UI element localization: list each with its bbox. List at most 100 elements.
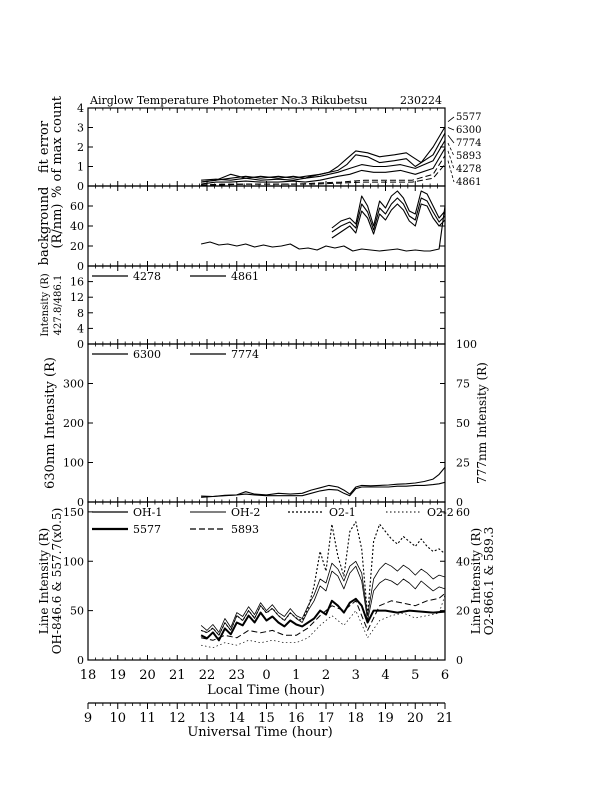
right-side-label: 5893 — [456, 151, 481, 162]
series-line-4861 — [201, 163, 445, 186]
series-line-OH-2 — [200, 560, 445, 633]
series-line-5577 — [200, 597, 445, 642]
legend-label: 6300 — [133, 348, 161, 361]
y-tick-label: 2 — [77, 141, 84, 154]
panel-frame — [87, 185, 446, 267]
y-tick-label: 0 — [77, 496, 84, 509]
y-tick-label: 0 — [77, 260, 84, 273]
local-tick-label: 22 — [199, 668, 216, 683]
local-time-label: Local Time (hour) — [207, 683, 325, 698]
y-axis-label: 630nm Intensity (R) — [43, 357, 58, 489]
legend-label: OH-2 — [231, 506, 260, 519]
leader-line — [447, 135, 455, 144]
series-line-unnamed — [331, 190, 445, 229]
series-line-7774 — [201, 481, 445, 498]
y-right-axis-label: Line Intensity (R) — [469, 528, 483, 634]
y-tick-label: 50 — [70, 605, 84, 618]
ut-tick-label: 16 — [288, 711, 305, 726]
local-tick-label: 4 — [381, 668, 389, 683]
y-axis-label: Line Intensity (R) — [37, 528, 51, 634]
legend-label: 7774 — [231, 348, 259, 361]
ut-tick-label: 10 — [109, 711, 126, 726]
ut-tick-label: 21 — [437, 711, 454, 726]
universal-time-label: Universal Time (hour) — [187, 725, 332, 740]
local-tick-label: 21 — [169, 668, 186, 683]
y-tick-label: 60 — [70, 200, 84, 213]
y-tick-label: 0 — [77, 338, 84, 351]
y-tick-label: 16 — [70, 276, 84, 289]
y-right-tick-label: 50 — [456, 417, 470, 430]
legend-label: 4278 — [133, 270, 161, 283]
y-right-tick-label: 100 — [456, 338, 477, 351]
y-tick-label: 100 — [63, 457, 84, 470]
leader-line — [447, 142, 455, 157]
local-tick-label: 2 — [322, 668, 330, 683]
y-axis-label: fit error — [37, 120, 52, 173]
leader-line — [447, 127, 455, 131]
universal-time-axis: 9 10 11 12 13 14 15 16 17 18 19 20 21 — [84, 702, 454, 726]
series-line-5893 — [200, 592, 445, 641]
legend-label: 5893 — [231, 523, 259, 536]
panel-frame — [87, 107, 446, 187]
local-tick-label: 23 — [228, 668, 245, 683]
panel-intensity_6300_7774: 0 100 200 300 0 25 50 75 100 630nm Intensity (R) 7… — [43, 338, 489, 509]
y-axis-label: (R/nm) — [50, 203, 65, 248]
right-side-label: 6300 — [456, 125, 481, 136]
y-tick-label: 0 — [77, 654, 84, 667]
y-right-axis-label: O2-866.1 & 589.3 — [482, 527, 496, 636]
y-right-tick-label: 20 — [456, 605, 470, 618]
local-tick-label: 18 — [80, 668, 97, 683]
y-tick-label: 40 — [70, 220, 84, 233]
series-group — [200, 190, 445, 252]
series-line-6300 — [201, 465, 445, 498]
legend-label: 4861 — [231, 270, 259, 283]
y-tick-label: 100 — [63, 555, 84, 568]
local-tick-label: 1 — [292, 668, 300, 683]
y-axis-label: 427.8/486.1 — [53, 275, 64, 336]
ut-tick-label: 20 — [407, 711, 424, 726]
y-right-tick-label: 0 — [456, 654, 463, 667]
local-tick-label: 0 — [262, 668, 270, 683]
y-right-tick-label: 75 — [456, 378, 470, 391]
series-line-O2-1 — [200, 521, 445, 636]
leader-line — [447, 116, 455, 122]
series-line-unnamed — [331, 203, 445, 239]
series-group — [201, 125, 445, 186]
y-axis-label: background — [37, 187, 52, 266]
ut-tick-label: 13 — [199, 711, 216, 726]
panel-frame — [87, 343, 446, 503]
ut-tick-label: 17 — [318, 711, 335, 726]
y-tick-label: 200 — [63, 417, 84, 430]
panel-fit_error: 0 1 2 3 4 fit error% of max count 5577 6300 7774… — [37, 95, 481, 198]
y-tick-label: 150 — [63, 506, 84, 519]
legend-label: OH-1 — [133, 506, 162, 519]
legend-label: O2-2 — [427, 506, 454, 519]
y-right-tick-label: 25 — [456, 457, 470, 470]
ut-tick-label: 15 — [258, 711, 275, 726]
y-tick-label: 12 — [70, 291, 84, 304]
local-tick-label: 3 — [352, 668, 360, 683]
series-line-7774 — [201, 139, 445, 183]
local-tick-label: 5 — [411, 668, 419, 683]
y-right-tick-label: 40 — [456, 555, 470, 568]
series-line-unnamed — [331, 197, 445, 233]
y-tick-label: 4 — [77, 102, 84, 115]
ut-tick-label: 11 — [139, 711, 156, 726]
series-line-6300 — [201, 131, 445, 183]
series-line-unnamed — [200, 204, 445, 252]
ut-tick-label: 18 — [347, 711, 364, 726]
y-tick-label: 300 — [63, 378, 84, 391]
leader-line — [447, 160, 455, 183]
right-side-label: 5577 — [456, 112, 481, 123]
figure-date: 230224 — [400, 94, 442, 107]
ut-tick-label: 9 — [84, 711, 92, 726]
y-right-tick-label: 0 — [456, 496, 463, 509]
series-line-O2-2 — [201, 593, 445, 649]
local-tick-label: 20 — [139, 668, 156, 683]
y-axis-label: Intensity (R) — [40, 273, 51, 336]
panel-background: 0 20 40 60 background(R/nm) — [37, 185, 446, 273]
y-tick-label: 0 — [77, 180, 84, 193]
series-line-OH-1 — [200, 565, 445, 636]
